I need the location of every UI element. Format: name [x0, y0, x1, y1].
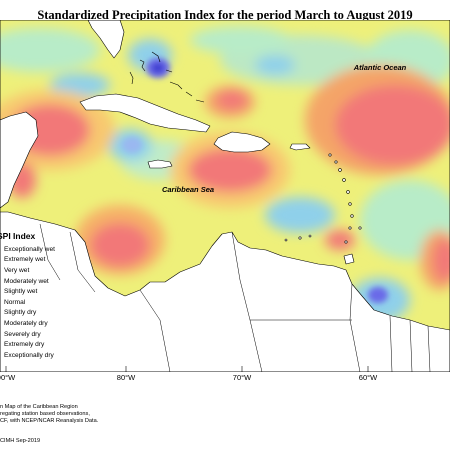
spi-anomaly-field [0, 26, 450, 322]
central-south-america-land [0, 211, 450, 372]
country-borders [39, 223, 431, 372]
land-masses [0, 20, 450, 372]
yucatan-land [0, 111, 39, 209]
lon-tick-60w: 60°W [359, 373, 378, 382]
legend-item: Moderately wet [0, 276, 95, 287]
legend-label: Extremely wet [4, 256, 46, 264]
legend-label: Moderately wet [4, 277, 49, 285]
legend-item: Exceptionally wet [0, 244, 95, 255]
legend-item: Normal [0, 297, 95, 308]
lon-tick-90w: 90°W [0, 373, 16, 382]
spi-map: Atlantic Ocean Caribbean Sea [0, 20, 450, 372]
longitude-tick-marks [5, 366, 369, 372]
caribbean-sea-label: Caribbean Sea [162, 185, 214, 194]
legend-item: Very wet [0, 265, 95, 276]
legend-item: Extremely dry [0, 339, 95, 350]
legend-label: Exceptionally dry [4, 351, 54, 359]
map-title: Standardized Precipitation Index for the… [37, 8, 413, 22]
legend-label: Slightly dry [4, 309, 37, 317]
footer-line: regating station based observations, [0, 411, 90, 417]
legend-label: Slightly wet [4, 288, 38, 296]
map-footer: n Map of the Caribbean Region regating s… [0, 404, 200, 445]
cuba-land [79, 93, 211, 133]
footer-line: CF, with NCEP/NCAR Reanalysis Data. [0, 418, 99, 424]
legend-item: Severely dry [0, 329, 95, 340]
hispaniola-land [213, 131, 271, 153]
legend-title: SPI Index [0, 231, 36, 241]
legend-label: Moderately dry [4, 319, 48, 327]
legend-item: Extremely wet [0, 255, 95, 266]
footer-line: n Map of the Caribbean Region [0, 404, 78, 410]
lesser-antilles-islands [284, 153, 362, 244]
legend-label: Extremely dry [4, 341, 45, 349]
footer-credit: CIMH Sep-2019 [0, 438, 41, 444]
legend-item: Exceptionally dry [0, 350, 95, 361]
legend-label: Severely dry [4, 330, 41, 338]
legend-label: Normal [4, 298, 26, 306]
legend-items: Exceptionally wet Extremely wet Very wet Mo… [0, 244, 95, 361]
jamaica-land [147, 159, 173, 169]
legend-item: Slightly wet [0, 286, 95, 297]
florida-land [87, 20, 125, 59]
lon-tick-70w: 70°W [233, 373, 252, 382]
trinidad-land [343, 253, 355, 265]
legend-label: Very wet [4, 266, 30, 274]
legend-item: Slightly dry [0, 308, 95, 319]
longitude-axis: 90°W 80°W 70°W 60°W [0, 373, 378, 382]
spi-wet-cores [122, 58, 388, 303]
lon-tick-80w: 80°W [117, 373, 136, 382]
spi-legend: SPI Index Exceptionally wet Extremely wet… [0, 231, 95, 361]
bahamas-islands [129, 51, 205, 103]
atlantic-ocean-label: Atlantic Ocean [353, 63, 407, 72]
legend-item: Moderately dry [0, 318, 95, 329]
puerto-rico-land [289, 143, 311, 151]
legend-label: Exceptionally wet [4, 245, 55, 253]
